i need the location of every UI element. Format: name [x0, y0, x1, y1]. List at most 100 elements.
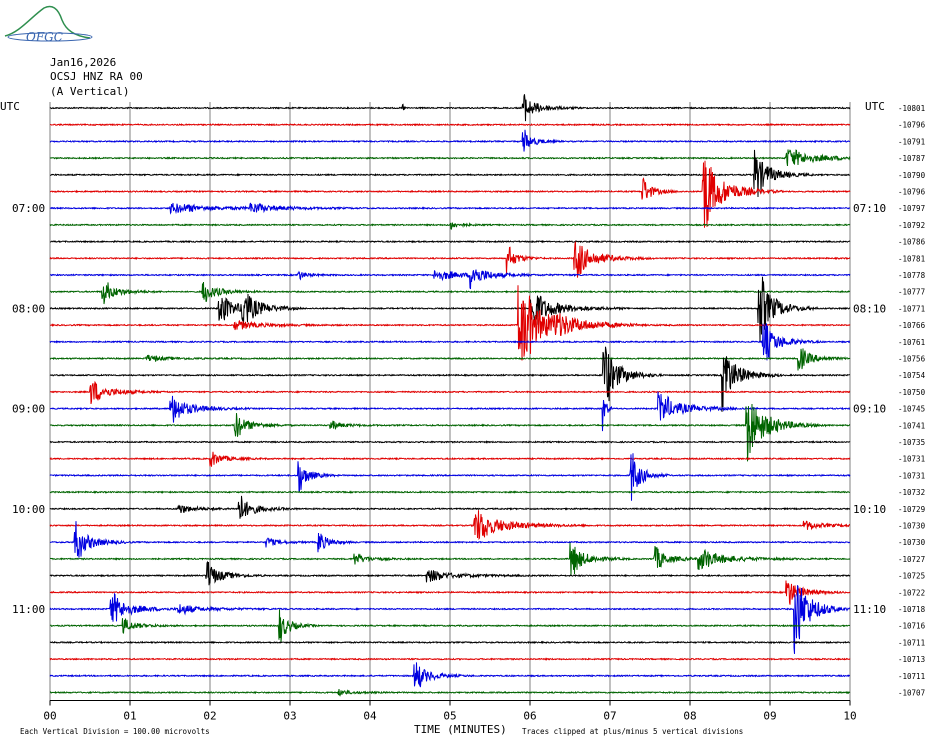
logo-mountain-icon — [4, 5, 91, 39]
trace-offset-label: -10777 — [898, 288, 925, 297]
traces — [49, 94, 851, 697]
trace-20 — [49, 440, 851, 444]
trace-29 — [49, 580, 851, 605]
trace-offset-label: -10750 — [898, 388, 926, 397]
trace-offset-label: -10713 — [898, 655, 925, 664]
right-time-label: 10:10 — [853, 503, 886, 516]
trace-10 — [49, 269, 851, 290]
left-time-label: 11:00 — [12, 603, 45, 616]
trace-offset-label: -10731 — [898, 471, 925, 480]
logo: OFGC — [4, 5, 93, 44]
trace-19 — [49, 403, 851, 462]
trace-offset-label: -10741 — [898, 421, 925, 430]
trace-28 — [49, 560, 851, 586]
trace-offset-label: -10729 — [898, 505, 925, 514]
trace-offset-label: -10792 — [898, 221, 925, 230]
trace-30 — [49, 585, 851, 654]
left-time-label: 08:00 — [12, 302, 45, 315]
trace-offset-label: -10711 — [898, 638, 925, 647]
trace-23 — [49, 490, 851, 494]
trace-17 — [49, 380, 851, 405]
trace-22 — [49, 453, 851, 501]
trace-13 — [49, 285, 851, 361]
left-time-label: 10:00 — [12, 503, 45, 516]
grid-lines — [49, 102, 851, 701]
trace-0 — [49, 94, 851, 122]
trace-offset-label: -10727 — [898, 555, 925, 564]
trace-offset-label: -10766 — [898, 321, 926, 330]
trace-offset-label: -10790 — [898, 171, 926, 180]
trace-14 — [49, 323, 851, 361]
trace-31 — [49, 609, 851, 643]
trace-21 — [49, 451, 851, 467]
x-tick-label: 07 — [603, 710, 616, 723]
x-tick-label: 04 — [363, 710, 377, 723]
trace-offset-label: -10761 — [898, 338, 925, 347]
x-tick-label: 02 — [203, 710, 216, 723]
trace-6 — [49, 202, 851, 215]
header-component: (A Vertical) — [50, 85, 129, 98]
x-tick-label: 00 — [43, 710, 56, 723]
time-labels: 07:00 08:00 09:00 10:00 11:00 07:10 08:10 09:10… — [12, 202, 886, 616]
trace-33 — [49, 657, 851, 661]
trace-5 — [49, 160, 851, 228]
trace-offset-label: -10711 — [898, 672, 925, 681]
trace-25 — [49, 510, 851, 540]
right-axis-label: UTC — [865, 100, 885, 113]
x-tick-labels: 00 01 02 03 04 05 06 07 08 09 10 — [43, 700, 857, 723]
x-tick-label: 03 — [283, 710, 296, 723]
trace-offset-label: -10716 — [898, 622, 926, 631]
x-tick-label: 01 — [123, 710, 136, 723]
trace-offset-label: -10791 — [898, 137, 925, 146]
trace-offset-label: -10756 — [898, 355, 926, 364]
trace-offset-label: -10725 — [898, 572, 925, 581]
trace-offset-label: -10796 — [898, 121, 926, 130]
trace-2 — [49, 129, 851, 152]
x-tick-label: 10 — [843, 710, 856, 723]
right-time-label: 09:10 — [853, 403, 886, 416]
trace-8 — [49, 239, 851, 244]
trace-offset-label: -10797 — [898, 204, 925, 213]
trace-3 — [49, 149, 851, 167]
right-time-label: 08:10 — [853, 302, 886, 315]
trace-offset-label: -10796 — [898, 188, 926, 197]
x-tick-label: 05 — [443, 710, 456, 723]
trace-18 — [49, 391, 851, 432]
trace-offset-label: -10735 — [898, 438, 925, 447]
trace-offset-label: -10771 — [898, 304, 925, 313]
trace-offset-labels: -10801 -10796 -10791 -10787 -10790 -10796 -107… — [898, 104, 926, 698]
trace-offset-label: -10745 — [898, 405, 925, 414]
trace-offset-label: -10786 — [898, 238, 926, 247]
right-time-label: 11:10 — [853, 603, 886, 616]
left-axis-label: UTC — [0, 100, 20, 113]
trace-offset-label: -10754 — [898, 371, 926, 380]
trace-offset-label: -10778 — [898, 271, 926, 280]
trace-offset-label: -10707 — [898, 689, 925, 698]
x-axis-label: TIME (MINUTES) — [414, 723, 507, 736]
trace-offset-label: -10718 — [898, 605, 926, 614]
clip-note: Traces clipped at plus/minus 5 vertical … — [522, 727, 743, 736]
trace-7 — [49, 221, 851, 230]
trace-offset-label: -10787 — [898, 154, 925, 163]
trace-offset-label: -10722 — [898, 588, 925, 597]
trace-26 — [49, 521, 851, 558]
trace-offset-label: -10730 — [898, 522, 926, 531]
x-tick-label: 09 — [763, 710, 776, 723]
left-time-label: 07:00 — [12, 202, 45, 215]
trace-16 — [49, 346, 851, 412]
trace-offset-label: -10781 — [898, 254, 925, 263]
trace-offset-label: -10730 — [898, 538, 926, 547]
trace-12 — [49, 276, 851, 343]
trace-32 — [49, 640, 851, 645]
trace-offset-label: -10801 — [898, 104, 925, 113]
left-time-label: 09:00 — [12, 403, 45, 416]
x-tick-label: 08 — [683, 710, 696, 723]
trace-offset-label: -10731 — [898, 455, 925, 464]
x-tick-label: 06 — [523, 710, 536, 723]
trace-11 — [49, 281, 851, 305]
right-time-label: 07:10 — [853, 202, 886, 215]
logo-swoosh-icon — [7, 32, 93, 42]
logo-text: OFGC — [26, 30, 63, 44]
trace-9 — [49, 240, 851, 278]
